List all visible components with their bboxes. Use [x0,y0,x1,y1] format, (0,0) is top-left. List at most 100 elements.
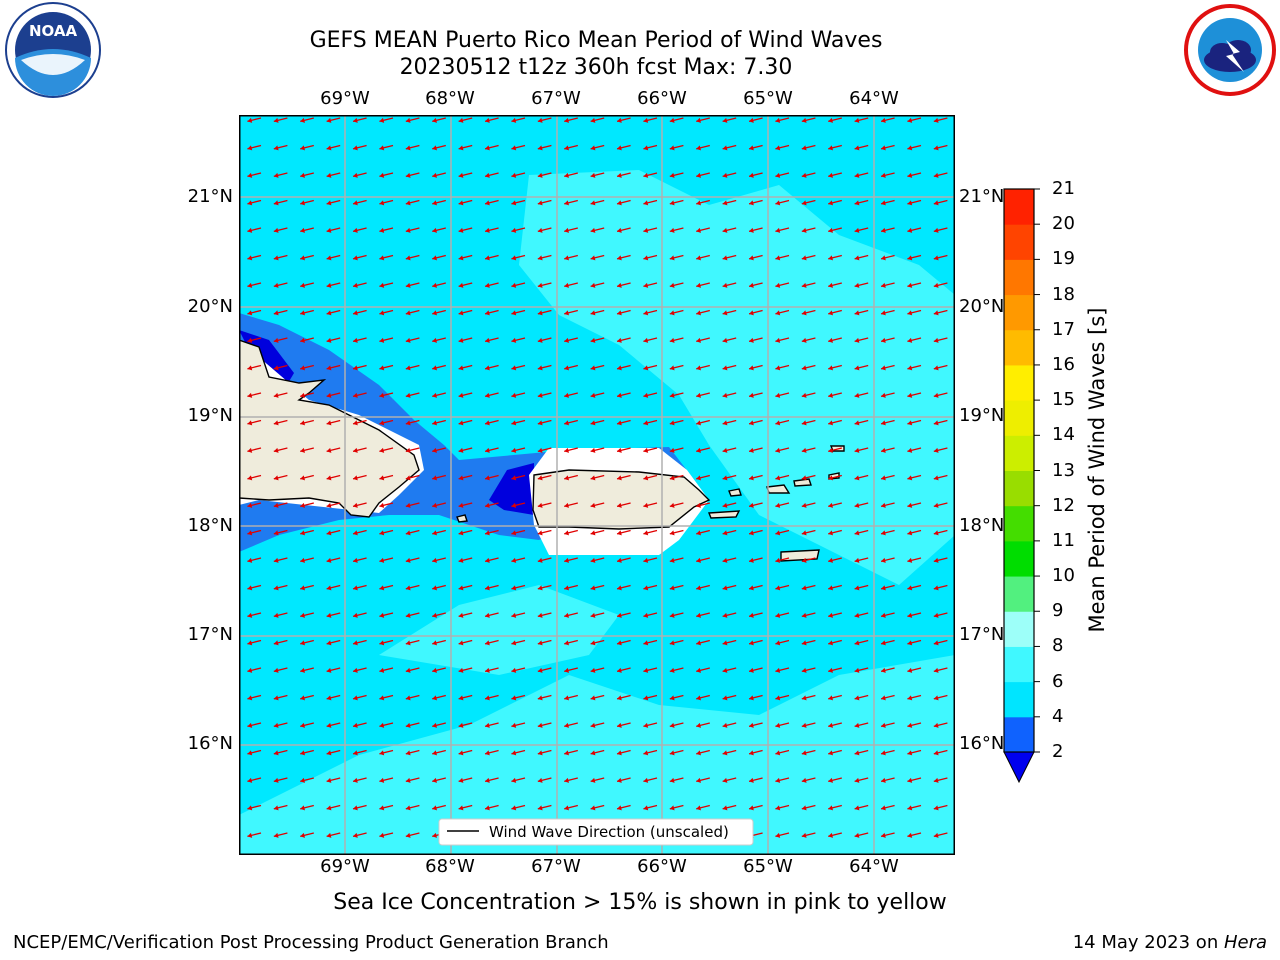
wave-direction-arrowhead [669,447,675,453]
wave-direction-arrowhead [405,200,411,206]
wave-direction-arrowhead [485,172,490,178]
lat-label: 18°N [187,515,233,536]
colorbar-tick-label: 9 [1052,600,1064,622]
map-plot: Wind Wave Direction (unscaled) [239,115,955,859]
lon-label: 69°W [320,856,370,877]
wave-direction-arrowhead [300,255,305,261]
wave-direction-arrowhead [881,640,886,646]
wave-direction-arrowhead [907,750,913,756]
wave-direction-arrowhead [511,282,517,288]
wave-direction-arrowhead [405,255,411,261]
wave-direction-arrowhead [485,557,490,563]
wave-direction-arrowhead [828,365,833,371]
wave-direction-arrowhead [379,722,385,728]
wave-direction-arrowhead [379,612,385,618]
wave-direction-arrowhead [643,200,649,206]
wave-direction-arrowhead [669,145,675,151]
wave-direction-arrowhead [379,750,385,756]
wave-direction-arrowhead [273,695,279,701]
wave-direction-arrowhead [617,172,622,178]
wave-direction-arrowhead [749,722,754,728]
wave-direction-arrowhead [485,722,490,728]
wave-direction-arrowhead [828,310,833,316]
wave-direction-arrowhead [405,117,411,123]
wave-direction-arrowhead [405,392,411,398]
wave-direction-arrowhead [775,172,781,178]
wave-direction-arrowhead [775,282,781,288]
wave-direction-arrowhead [907,392,913,398]
wave-direction-arrowhead [247,337,253,343]
wave-direction-arrowhead [617,447,622,453]
wave-direction-arrowhead [775,805,781,811]
wave-direction-arrowhead [537,722,543,728]
wave-direction-arrowhead [669,695,675,701]
lon-label: 68°W [425,88,475,109]
wave-direction-arrowhead [458,640,464,646]
lat-label: 16°N [959,733,1005,754]
wave-direction-arrowhead [353,475,358,481]
wave-direction-arrowhead [696,805,701,811]
wave-direction-arrowhead [300,667,305,673]
wave-direction-arrowhead [379,282,385,288]
wave-direction-arrowhead [854,255,860,261]
wave-direction-arrowhead [801,667,807,673]
wave-direction-arrowhead [273,200,279,206]
wave-direction-arrowhead [722,557,728,563]
wave-direction-arrowhead [247,420,253,426]
wave-direction-arrowhead [669,640,675,646]
wave-direction-arrowhead [511,172,517,178]
wave-direction-arrowhead [643,117,649,123]
wave-direction-arrowhead [854,337,860,343]
wave-direction-arrowhead [828,750,833,756]
wave-direction-arrowhead [696,282,701,288]
period-shade-6-8 [239,170,955,855]
wave-direction-arrowhead [458,200,464,206]
wave-direction-arrowhead [485,337,490,343]
wave-direction-arrowhead [775,420,781,426]
wave-direction-arrowhead [907,667,913,673]
wave-direction-arrowhead [907,722,913,728]
wave-direction-arrowhead [696,585,701,591]
wave-direction-arrowhead [590,420,596,426]
wave-direction-arrowhead [511,447,517,453]
wave-direction-arrowhead [669,117,675,123]
wave-direction-arrowhead [405,502,411,508]
wave-direction-arrowhead [458,282,464,288]
wave-direction-arrowhead [326,420,332,426]
wave-direction-arrowhead [405,530,411,536]
wave-direction-arrowhead [353,282,358,288]
wave-direction-arrowhead [696,612,701,618]
wave-direction-arrowhead [511,777,517,783]
wave-direction-arrowhead [379,557,385,563]
wave-direction-arrowhead [247,585,253,591]
colorbar-tick-label: 2 [1052,741,1064,762]
wave-direction-arrowhead [801,585,807,591]
wave-direction-arrowhead [379,805,385,811]
wave-direction-arrowhead [722,420,728,426]
wave-direction-arrowhead [485,502,490,508]
wave-direction-arrowhead [405,310,411,316]
wave-direction-arrowhead [537,750,543,756]
wave-direction-arrowhead [326,255,332,261]
colorbar-segment [1004,540,1034,577]
wave-direction-arrowhead [273,585,279,591]
wave-direction-arrowhead [696,145,701,151]
wave-direction-arrowhead [933,227,939,233]
wave-direction-arrowhead [432,777,437,783]
wave-direction-arrowhead [775,612,781,618]
wave-direction-arrowhead [828,337,833,343]
wave-direction-arrowhead [537,227,543,233]
wave-direction-arrowhead [907,777,913,783]
wave-direction-arrowhead [379,640,385,646]
wave-direction-arrowhead [933,585,939,591]
wave-direction-arrowhead [881,392,886,398]
wave-direction-arrowhead [669,585,675,591]
wave-direction-arrowhead [749,145,754,151]
wave-direction-arrowhead [854,750,860,756]
wave-direction-arrowhead [828,695,833,701]
wave-direction-arrowhead [881,447,886,453]
wave-direction-arrowhead [564,255,569,261]
wave-direction-arrowhead [617,392,622,398]
wave-direction-arrowhead [458,612,464,618]
wave-direction-arrowhead [722,475,728,481]
